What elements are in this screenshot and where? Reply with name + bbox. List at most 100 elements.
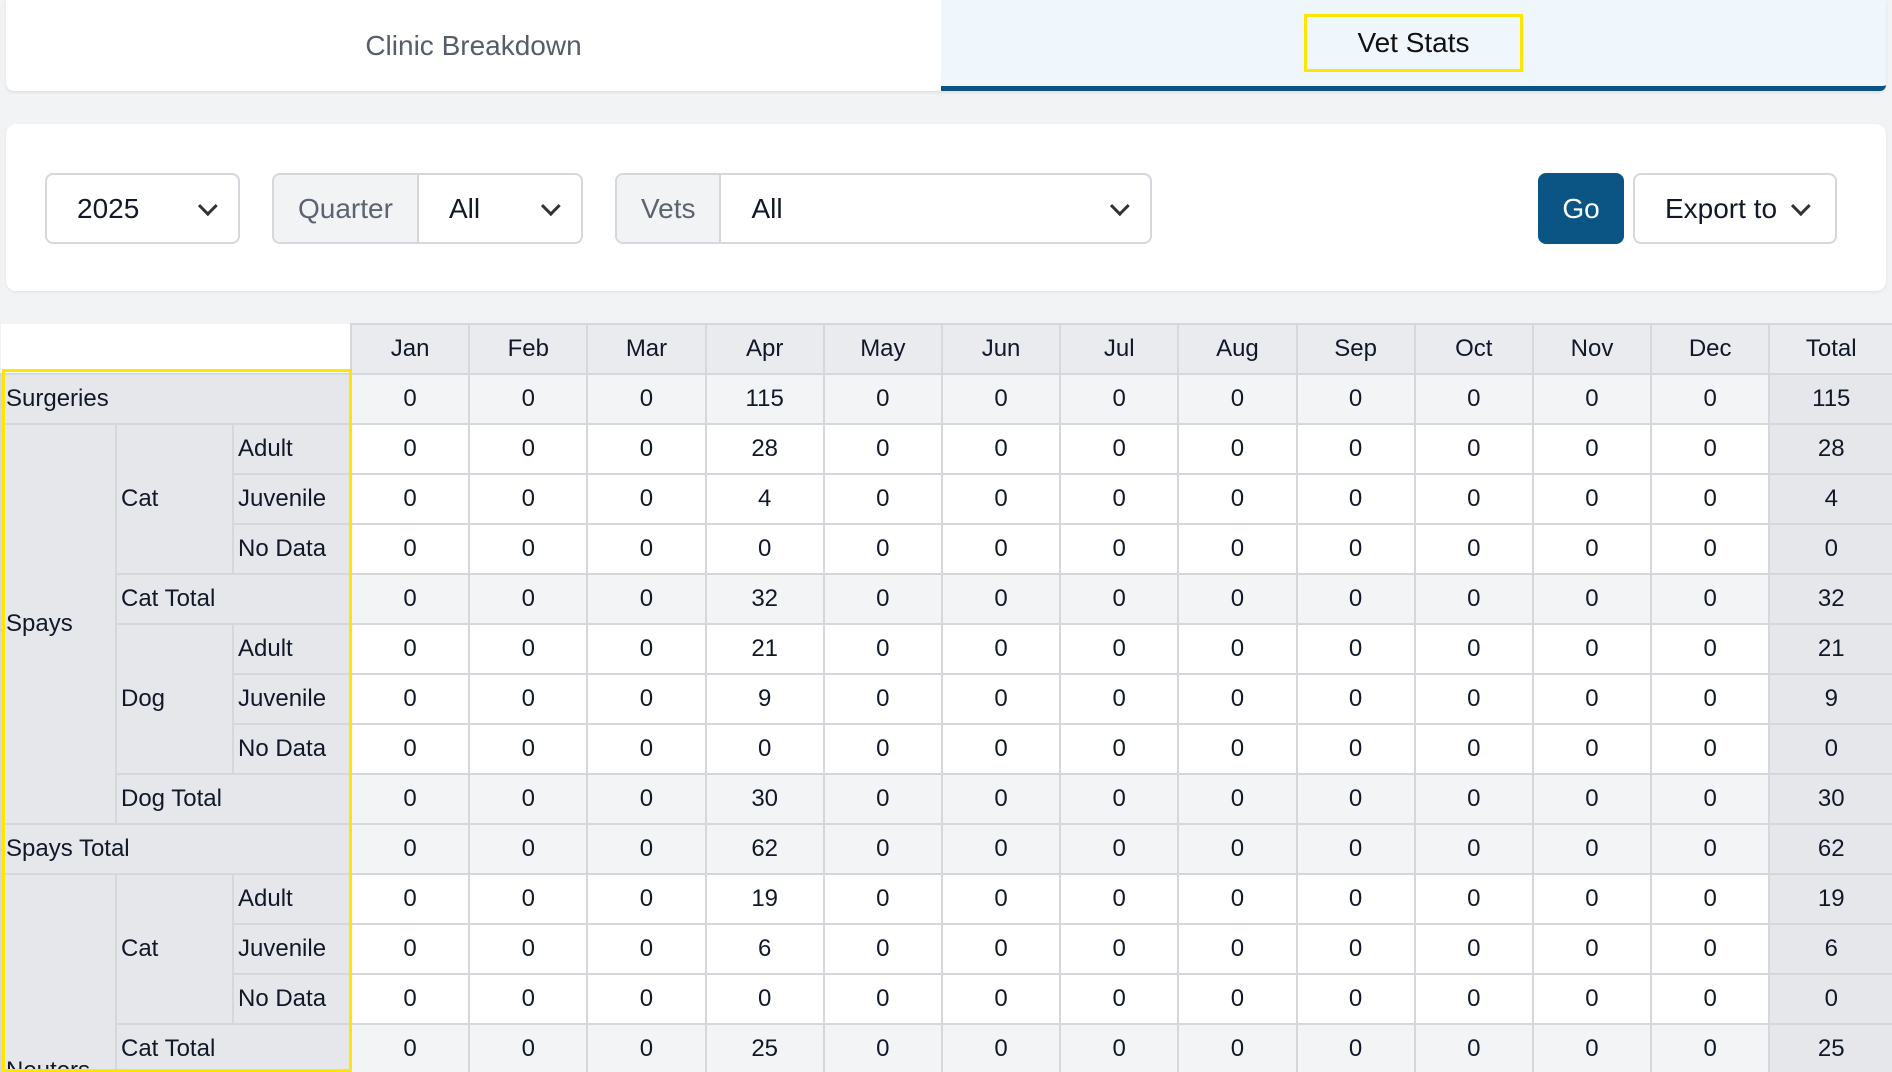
value-cell: 0 (468, 873, 589, 925)
value-cell: 0 (586, 573, 707, 625)
value-cell: 0 (468, 923, 589, 975)
value-cell: 0 (1650, 773, 1771, 825)
value-cell: 0 (586, 373, 707, 425)
value-cell: 0 (704, 973, 825, 1025)
value-cell: 6 (704, 923, 825, 975)
value-cell: 0 (1059, 523, 1180, 575)
value-cell: 0 (586, 523, 707, 575)
value-cell: 0 (350, 673, 471, 725)
subtotal-label: Cat Total (114, 573, 353, 625)
value-cell: 0 (1531, 973, 1653, 1025)
table-row: Neuters Cat Adult 0 0 0 19 0 0 0 0 0 0 0 0 19 (0, 873, 1892, 1072)
column-header[interactable]: Total (1768, 323, 1892, 375)
value-cell: 0 (1413, 673, 1534, 725)
value-cell: 0 (1177, 773, 1298, 825)
export-button[interactable]: Export to (1633, 173, 1837, 244)
value-cell: 0 (350, 1023, 471, 1072)
age-label: Adult (231, 423, 353, 475)
year-select[interactable]: 2025 (45, 173, 240, 244)
value-cell: 0 (350, 373, 471, 425)
value-cell: 0 (940, 623, 1062, 675)
value-cell: 0 (1177, 473, 1298, 525)
export-label: Export to (1664, 192, 1778, 224)
value-cell: 0 (940, 673, 1062, 725)
go-button[interactable]: Go (1538, 173, 1624, 244)
column-header[interactable]: Sep (1295, 323, 1416, 375)
age-label: No Data (231, 973, 353, 1025)
value-cell: 0 (940, 723, 1062, 775)
value-cell: 0 (468, 973, 589, 1025)
value-cell: 0 (1650, 923, 1771, 975)
column-header[interactable]: Jul (1059, 323, 1180, 375)
tab-vet-stats[interactable]: Vet Stats (941, 0, 1886, 91)
chevron-down-icon (197, 195, 218, 216)
row-total-cell: 25 (1768, 1023, 1892, 1072)
value-cell: 0 (1531, 573, 1653, 625)
value-cell: 0 (586, 1023, 707, 1072)
row-total-cell: 115 (1768, 373, 1892, 425)
value-cell: 0 (1177, 673, 1298, 725)
value-cell: 0 (1413, 523, 1534, 575)
age-label: Juvenile (231, 673, 353, 725)
row-label: Surgeries (0, 373, 353, 425)
value-cell: 0 (1059, 623, 1180, 675)
vets-select[interactable]: Vets All (615, 173, 1152, 244)
value-cell: 0 (1059, 973, 1180, 1025)
value-cell: 0 (1413, 573, 1534, 625)
row-total-cell: 30 (1768, 773, 1892, 825)
value-cell: 0 (822, 1023, 943, 1072)
column-header[interactable]: Oct (1413, 323, 1534, 375)
table-row: Cat Total 0 0 0 25 0 0 0 0 0 0 0 0 25 (1, 1023, 1892, 1072)
column-header[interactable]: May (822, 323, 943, 375)
column-header[interactable]: Jan (350, 323, 471, 375)
column-header[interactable]: Dec (1650, 323, 1771, 375)
row-total-cell: 32 (1768, 573, 1892, 625)
age-label: Adult (231, 873, 353, 925)
value-cell: 0 (1413, 1023, 1534, 1072)
value-cell: 0 (1059, 773, 1180, 825)
value-cell: 115 (704, 373, 825, 425)
table-row: Juvenile 0 0 0 9 0 0 0 0 0 0 0 0 9 (1, 673, 1892, 725)
row-total-cell: 9 (1768, 673, 1892, 725)
value-cell: 0 (1650, 873, 1771, 925)
value-cell: 0 (940, 523, 1062, 575)
tab-clinic-breakdown[interactable]: Clinic Breakdown (6, 0, 941, 91)
value-cell: 0 (1531, 623, 1653, 675)
value-cell: 0 (1650, 623, 1771, 675)
value-cell: 0 (1177, 823, 1298, 875)
tab-label: Clinic Breakdown (365, 29, 582, 61)
column-header[interactable]: Aug (1177, 323, 1298, 375)
value-cell: 0 (350, 773, 471, 825)
value-cell: 0 (1650, 673, 1771, 725)
table-row: Dog Adult 0 0 0 21 0 0 0 0 0 0 0 0 21 (1, 623, 1892, 775)
value-cell: 0 (1413, 423, 1534, 475)
quarter-value: All (448, 192, 481, 224)
column-header[interactable]: Apr (704, 323, 825, 375)
value-cell: 0 (940, 873, 1062, 925)
column-header[interactable]: Mar (586, 323, 707, 375)
vet-stats-table: Jan Feb Mar Apr May Jun Jul Aug Sep Oct Nov Dec Tota… (0, 323, 1892, 1072)
column-header[interactable]: Nov (1531, 323, 1653, 375)
column-header[interactable]: Jun (940, 323, 1062, 375)
value-cell: 0 (350, 523, 471, 575)
row-total-cell: 4 (1768, 473, 1892, 525)
value-cell: 0 (350, 973, 471, 1025)
column-header[interactable]: Feb (468, 323, 589, 375)
value-cell: 0 (1059, 673, 1180, 725)
table-row: Cat Total 0 0 0 32 0 0 0 0 0 0 0 0 32 (1, 573, 1892, 625)
quarter-select[interactable]: Quarter All (272, 173, 583, 244)
value-cell: 21 (704, 623, 825, 675)
value-cell: 0 (940, 773, 1062, 825)
group-label: Neuters (0, 873, 117, 1072)
table-row: No Data 0 0 0 0 0 0 0 0 0 0 0 0 0 (1, 973, 1892, 1025)
row-total-cell: 6 (1768, 923, 1892, 975)
value-cell: 0 (1177, 573, 1298, 625)
value-cell: 0 (940, 473, 1062, 525)
value-cell: 0 (1295, 1023, 1416, 1072)
chevron-down-icon (540, 195, 561, 216)
species-label: Cat (115, 873, 234, 1025)
value-cell: 0 (822, 673, 943, 725)
value-cell: 0 (1413, 873, 1534, 925)
value-cell: 0 (1295, 723, 1416, 775)
value-cell: 25 (704, 1023, 825, 1072)
